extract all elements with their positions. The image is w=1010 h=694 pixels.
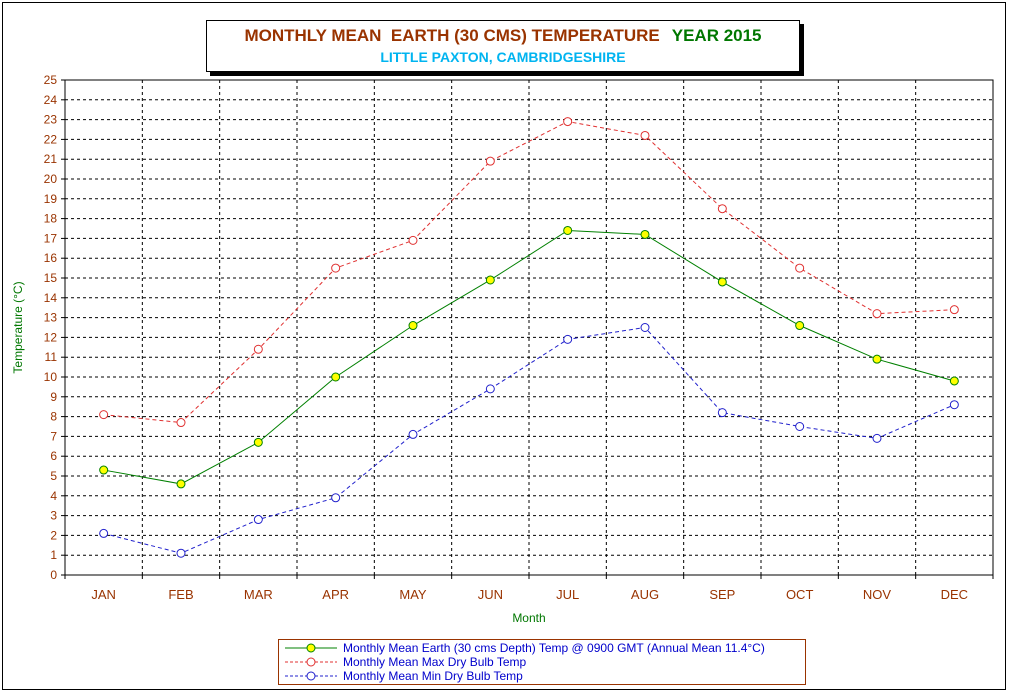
y-tick-label: 18 bbox=[44, 212, 58, 226]
data-point-max bbox=[717, 204, 727, 214]
y-tick-label: 2 bbox=[50, 528, 57, 542]
legend-label-max: Monthly Mean Max Dry Bulb Temp bbox=[343, 655, 527, 669]
y-tick-label: 8 bbox=[50, 410, 57, 424]
data-point-max bbox=[253, 344, 263, 354]
y-tick-label: 0 bbox=[50, 568, 57, 582]
x-tick-label: OCT bbox=[786, 587, 814, 602]
y-axis-title: Temperature (°C) bbox=[11, 281, 25, 373]
data-point-max bbox=[872, 309, 882, 319]
series-line-min bbox=[103, 326, 955, 554]
chart-title: MONTHLY MEAN EARTH (30 CMS) TEMPERATURE Y… bbox=[207, 26, 799, 46]
data-point-max bbox=[563, 117, 573, 127]
data-point-min bbox=[253, 515, 263, 525]
data-point-earth bbox=[253, 437, 263, 447]
legend: Monthly Mean Earth (30 cms Depth) Temp @… bbox=[278, 639, 806, 685]
data-point-earth bbox=[795, 321, 805, 331]
data-point-earth bbox=[485, 275, 495, 285]
legend-item-earth: Monthly Mean Earth (30 cms Depth) Temp @… bbox=[283, 641, 765, 655]
y-tick-label: 14 bbox=[44, 291, 58, 305]
data-point-earth bbox=[717, 277, 727, 287]
y-tick-label: 16 bbox=[44, 251, 58, 265]
data-point-max bbox=[795, 263, 805, 273]
y-tick-label: 23 bbox=[44, 113, 58, 127]
data-point-earth bbox=[176, 479, 186, 489]
plot-border bbox=[64, 79, 994, 576]
legend-label-min: Monthly Mean Min Dry Bulb Temp bbox=[343, 669, 523, 683]
data-point-earth bbox=[99, 465, 109, 475]
data-point-min bbox=[485, 384, 495, 394]
legend-item-max: Monthly Mean Max Dry Bulb Temp bbox=[283, 655, 526, 669]
y-tick-label: 20 bbox=[44, 172, 58, 186]
x-tick-label: MAY bbox=[399, 587, 427, 602]
y-tick-label: 1 bbox=[50, 548, 57, 562]
data-point-earth bbox=[872, 354, 882, 364]
data-point-min bbox=[408, 429, 418, 439]
data-point-max bbox=[408, 235, 418, 245]
x-tick-label: JUL bbox=[556, 587, 579, 602]
y-tick-label: 24 bbox=[44, 93, 58, 107]
y-tick-label: 3 bbox=[50, 509, 57, 523]
y-tick-label: 6 bbox=[50, 449, 57, 463]
legend-label-earth: Monthly Mean Earth (30 cms Depth) Temp @… bbox=[343, 641, 765, 655]
chart-title-main: MONTHLY MEAN EARTH (30 CMS) TEMPERATURE bbox=[244, 26, 660, 45]
data-point-min bbox=[949, 400, 959, 410]
data-point-min bbox=[795, 422, 805, 431]
y-tick-label: 15 bbox=[44, 271, 58, 285]
series-line-earth bbox=[103, 229, 955, 485]
title-box: MONTHLY MEAN EARTH (30 CMS) TEMPERATURE Y… bbox=[206, 20, 800, 72]
y-tick-label: 13 bbox=[44, 311, 58, 325]
x-axis-title: Month bbox=[512, 611, 545, 625]
y-tick-label: 10 bbox=[44, 370, 58, 384]
x-tick-label: SEP bbox=[709, 587, 735, 602]
data-point-earth bbox=[640, 229, 650, 239]
y-tick-label: 19 bbox=[44, 192, 58, 206]
data-point-min bbox=[563, 334, 573, 344]
data-point-max bbox=[99, 410, 109, 420]
legend-swatch-min bbox=[285, 671, 337, 681]
y-tick-label: 7 bbox=[50, 429, 57, 443]
x-tick-label: AUG bbox=[631, 587, 659, 602]
data-point-max bbox=[640, 130, 650, 140]
y-tick-label: 11 bbox=[45, 350, 58, 364]
series-line-max bbox=[103, 121, 955, 424]
data-point-earth bbox=[563, 225, 573, 235]
legend-item-min: Monthly Mean Min Dry Bulb Temp bbox=[283, 669, 523, 683]
data-point-min bbox=[176, 548, 186, 558]
data-point-min bbox=[717, 408, 727, 418]
x-tick-label: APR bbox=[322, 587, 349, 602]
legend-swatch-max bbox=[285, 657, 337, 667]
y-tick-label: 9 bbox=[50, 390, 57, 404]
y-tick-label: 12 bbox=[44, 330, 58, 344]
chart-subtitle: LITTLE PAXTON, CAMBRIDGESHIRE bbox=[380, 49, 626, 65]
y-tick-label: 17 bbox=[44, 231, 58, 245]
y-tick-label: 22 bbox=[44, 132, 58, 146]
data-point-max bbox=[176, 418, 186, 428]
data-point-min bbox=[640, 323, 650, 332]
chart-title-year: YEAR 2015 bbox=[671, 26, 762, 45]
data-point-max bbox=[331, 263, 341, 273]
data-point-max bbox=[949, 305, 959, 315]
legend-swatch-earth bbox=[285, 643, 337, 653]
y-tick-label: 5 bbox=[50, 469, 57, 483]
y-tick-label: 25 bbox=[44, 73, 58, 87]
y-tick-label: 4 bbox=[50, 489, 57, 503]
y-tick-label: 21 bbox=[44, 152, 58, 166]
data-point-earth bbox=[331, 372, 341, 382]
x-tick-label: JUN bbox=[478, 587, 503, 602]
data-point-min bbox=[331, 493, 341, 503]
x-tick-label: JAN bbox=[91, 587, 116, 602]
data-point-earth bbox=[408, 321, 418, 331]
data-point-max bbox=[485, 156, 495, 166]
x-tick-label: FEB bbox=[168, 587, 193, 602]
x-tick-label: NOV bbox=[863, 587, 892, 602]
data-point-min bbox=[872, 433, 882, 443]
x-tick-label: MAR bbox=[244, 587, 273, 602]
data-point-earth bbox=[949, 376, 959, 386]
data-point-min bbox=[99, 528, 109, 538]
x-tick-label: DEC bbox=[941, 587, 968, 602]
